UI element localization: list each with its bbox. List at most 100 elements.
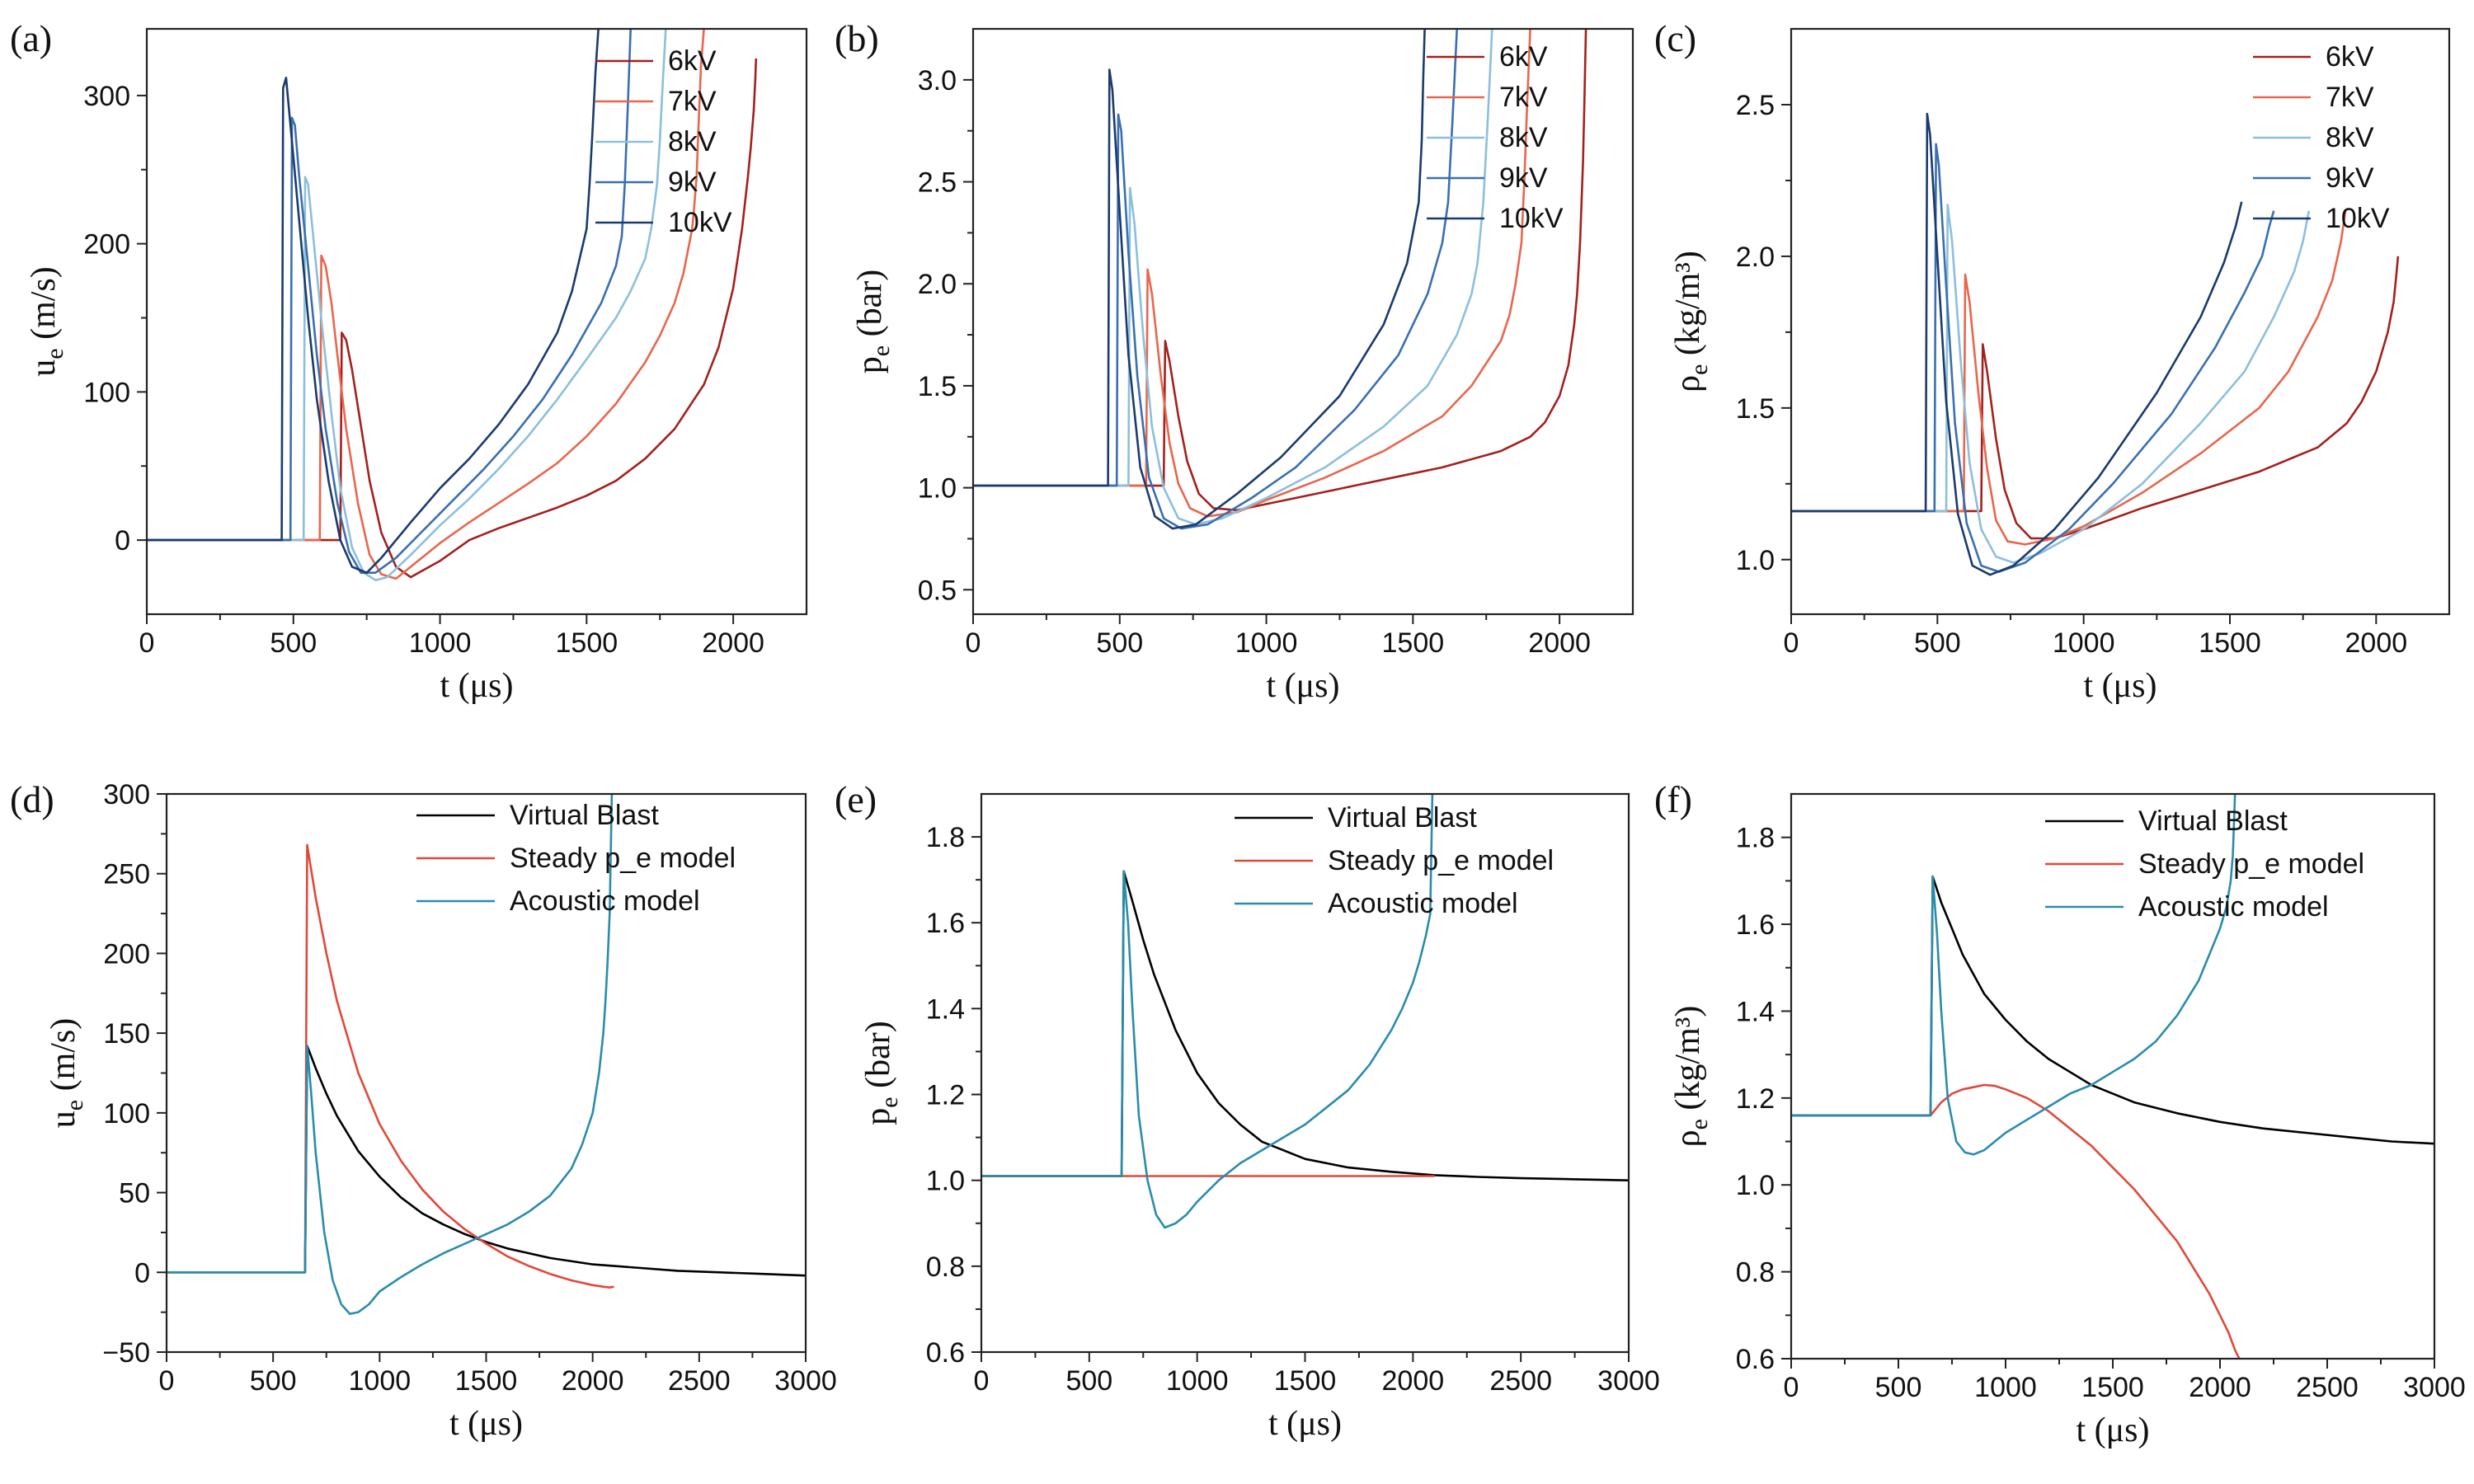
y-axis-label-subscript: e (41, 348, 68, 359)
series-group (1791, 794, 2434, 1359)
panel-label: (a) (10, 17, 52, 59)
y-axis-label: ue (m/s) (45, 1018, 88, 1128)
series-line-6kv (973, 29, 1587, 512)
x-tick-label: 1000 (349, 1365, 412, 1397)
y-axis-label-main: u (45, 1111, 82, 1128)
x-tick-label: 1000 (1235, 627, 1298, 659)
series-line-9kv (1791, 143, 2275, 573)
y-tick-label: 1.0 (1736, 545, 1775, 576)
y-axis-label-subscript: e (1686, 1119, 1713, 1129)
legend-label-7kv: 7kV (1499, 82, 1548, 113)
x-tick-label: 2000 (1528, 627, 1591, 659)
legend-label-6kv: 6kV (668, 45, 717, 77)
y-tick-label: 1.4 (1736, 996, 1775, 1027)
series-line-virtual-blast (1791, 875, 2434, 1145)
y-tick-label: 1.5 (1736, 393, 1775, 425)
y-axis-label-subscript: e (876, 1097, 903, 1107)
series-line-acoustic-model (1791, 794, 2236, 1156)
x-tick-label: 500 (1875, 1372, 1922, 1403)
y-tick-label: 1.0 (1736, 1170, 1775, 1201)
chart-d: 0 500 1000 1500 2000 2500 3000 −50 0 50 100 150 200 2… (10, 778, 837, 1443)
y-tick-label: 0.6 (1736, 1344, 1775, 1375)
y-axis-label-main: ρ (1669, 1129, 1707, 1147)
legend-label-10kv: 10kV (2326, 203, 2390, 234)
y-axis-label-main: ρ (1669, 375, 1707, 392)
panel-label: (c) (1654, 17, 1696, 59)
x-axis-label: t (μs) (1266, 667, 1339, 705)
series-group (147, 29, 758, 582)
legend-label-9kv: 9kV (668, 167, 717, 198)
y-tick-label: 250 (103, 859, 150, 890)
y-tick-label: 1.8 (926, 822, 965, 853)
x-tick-label: 1500 (1382, 627, 1445, 659)
y-tick-label: 100 (103, 1098, 150, 1129)
y-axis-label: ρe (kg/m³) (1669, 251, 1713, 392)
series-line-8kv (973, 29, 1493, 526)
x-tick-label: 500 (1914, 627, 1961, 659)
x-axis-label: t (μs) (449, 1405, 523, 1443)
y-tick-label: 2.5 (1736, 90, 1775, 121)
x-tick-label: 1500 (1274, 1365, 1337, 1397)
plot-frame (980, 792, 1630, 1354)
series-group (1791, 112, 2400, 576)
y-tick-label: 1.0 (926, 1166, 965, 1197)
x-tick-label: 500 (270, 627, 317, 659)
x-tick-label: 3000 (774, 1365, 837, 1397)
chart-e: 0 500 1000 1500 2000 2500 3000 0.6 0.8 1.0 1.2 1.4 1… (835, 778, 1660, 1443)
y-tick-label: 100 (83, 377, 130, 408)
y-axis-label-unit: (bar) (859, 1021, 897, 1097)
series-line-8kv (1791, 204, 2311, 564)
series-line-10kv (973, 29, 1426, 530)
x-tick-label: 1500 (2199, 627, 2261, 659)
y-tick-label: 2.5 (918, 167, 957, 199)
legend-label-6kv: 6kV (2326, 41, 2374, 73)
x-tick-label: 2000 (562, 1365, 624, 1397)
x-tick-label: 2500 (668, 1365, 731, 1397)
plot-frame (971, 27, 1634, 616)
x-tick-label: 1500 (2081, 1372, 2144, 1403)
legend: 6kV 7kV 8kV 9kV 10kV (595, 45, 732, 238)
legend-label-virtual-blast: Virtual Blast (2138, 805, 2288, 837)
y-tick-label: 2.0 (1736, 242, 1775, 273)
y-tick-label: 1.2 (926, 1080, 965, 1111)
y-tick-label: 1.0 (918, 473, 957, 505)
y-tick-label: 300 (83, 81, 130, 112)
y-axis-label-subscript: e (868, 345, 895, 356)
y-axis-label-main: p (851, 356, 889, 373)
y-tick-label: 50 (119, 1178, 150, 1209)
x-tick-label: 1000 (1974, 1372, 2037, 1403)
x-tick-label: 1000 (409, 627, 472, 659)
x-tick-label: 2000 (2345, 627, 2408, 659)
series-line-virtual-blast (981, 870, 1629, 1181)
x-axis-label: t (μs) (1268, 1405, 1342, 1443)
y-tick-label: 0 (115, 525, 130, 556)
series-line-10kv (147, 29, 600, 575)
x-tick-label: 1000 (1166, 1365, 1229, 1397)
x-tick-label: 500 (250, 1365, 297, 1397)
y-tick-label: 1.8 (1736, 823, 1775, 854)
series-line-steady-p-e-model (303, 843, 614, 1289)
legend-label-8kv: 8kV (668, 126, 717, 157)
y-axis-label-unit: (m/s) (45, 1018, 82, 1100)
panel-label: (f) (1654, 778, 1692, 820)
legend-label-acoustic-model: Acoustic model (1328, 888, 1518, 919)
legend-label-8kv: 8kV (1499, 122, 1548, 153)
x-tick-label: 0 (1784, 1372, 1799, 1403)
chart-c: 0 500 1000 1500 2000 1.0 1.5 2.0 2.5 t (μs) ρe (kg… (1654, 17, 2451, 705)
y-tick-label: 0.6 (926, 1337, 965, 1369)
legend-label-steady-p-e-model: Steady p_e model (1328, 845, 1554, 876)
panel-label: (d) (10, 778, 54, 820)
legend: 6kV 7kV 8kV 9kV 10kV (1427, 41, 1564, 234)
series-line-6kv (1791, 256, 2400, 540)
legend-label-acoustic-model: Acoustic model (2138, 891, 2329, 923)
y-axis-label: ρe (kg/m³) (1669, 1006, 1713, 1148)
legend-label-virtual-blast: Virtual Blast (1328, 802, 1477, 834)
chart-a: 0 500 1000 1500 2000 0 100 200 300 t (μs) ue (m/s)… (10, 17, 808, 705)
y-tick-label: 150 (103, 1018, 150, 1050)
y-tick-label: 1.6 (926, 908, 965, 939)
series-line-10kv (1791, 112, 2243, 576)
legend-label-9kv: 9kV (2326, 162, 2374, 194)
y-tick-label: −50 (102, 1337, 150, 1369)
x-tick-label: 3000 (2403, 1372, 2466, 1403)
series-group (981, 794, 1629, 1229)
